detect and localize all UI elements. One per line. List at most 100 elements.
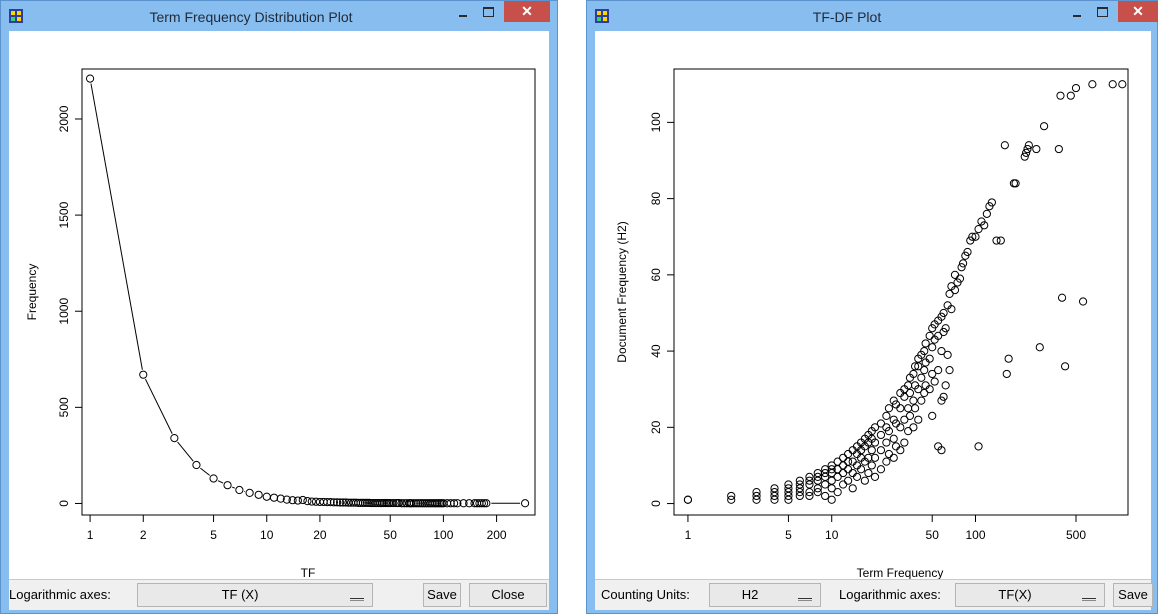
- data-point: [85, 74, 95, 83]
- log-axes-value: TF (X): [221, 587, 259, 602]
- data-point: [326, 498, 335, 507]
- y-tick-label: 0: [57, 500, 71, 507]
- data-point: [363, 498, 372, 507]
- series-line-segment: [217, 480, 224, 484]
- data-point: [945, 289, 954, 299]
- data-point: [963, 247, 972, 257]
- data-point: [407, 499, 416, 508]
- minimize-icon[interactable]: [449, 7, 479, 29]
- data-point: [416, 499, 425, 508]
- log-axes-label: Logarithmic axes:: [9, 587, 111, 602]
- data-point: [870, 423, 880, 432]
- save-button[interactable]: Save: [423, 583, 461, 607]
- data-point: [974, 225, 983, 234]
- data-point: [884, 404, 894, 413]
- data-point: [928, 411, 937, 420]
- series-line-segment: [200, 467, 210, 476]
- series-line-segment: [231, 486, 235, 489]
- data-point: [982, 209, 991, 218]
- x-tick-label: 100: [965, 528, 985, 542]
- data-point: [821, 491, 830, 501]
- data-point: [209, 474, 218, 483]
- data-point: [996, 236, 1005, 245]
- data-point: [917, 373, 926, 382]
- data-point: [1056, 91, 1065, 100]
- data-point: [864, 453, 873, 462]
- close-icon[interactable]: ✕: [1118, 1, 1158, 22]
- data-point: [303, 497, 312, 506]
- data-point: [827, 461, 836, 470]
- app-icon: [9, 9, 23, 23]
- data-point: [870, 438, 880, 447]
- data-point: [293, 496, 302, 505]
- title-bar[interactable]: TF-DF Plot ✕: [587, 1, 1158, 31]
- data-point: [884, 427, 894, 436]
- x-tick-label: 100: [433, 528, 453, 542]
- data-point: [896, 446, 905, 455]
- data-point: [867, 446, 876, 455]
- counting-units-dropdown[interactable]: H2: [709, 583, 821, 607]
- x-tick-label: 5: [210, 528, 217, 542]
- series-line-segment: [145, 378, 173, 434]
- data-point: [934, 331, 943, 340]
- data-point: [882, 457, 891, 466]
- data-point: [821, 468, 830, 478]
- data-point: [683, 495, 693, 504]
- x-axis-label: Term Frequency: [857, 566, 944, 579]
- data-point: [867, 461, 876, 470]
- data-point: [943, 350, 952, 359]
- dropdown-arrow-icon: [1082, 598, 1096, 601]
- x-tick-label: 2: [140, 528, 147, 542]
- data-point: [727, 491, 736, 501]
- data-point: [356, 498, 365, 507]
- maximize-icon[interactable]: [1089, 1, 1119, 23]
- maximize-icon[interactable]: [475, 1, 505, 23]
- data-point: [920, 366, 929, 375]
- close-icon[interactable]: ✕: [504, 1, 550, 22]
- data-point: [925, 385, 934, 394]
- y-axis-label: Document Frequency (H2): [615, 221, 629, 362]
- data-point: [928, 369, 937, 379]
- data-point: [1023, 144, 1032, 154]
- data-point: [446, 499, 455, 508]
- data-point: [1011, 179, 1020, 188]
- data-point: [254, 490, 263, 499]
- data-point: [795, 480, 804, 489]
- y-axis-label: Frequency: [25, 264, 39, 321]
- data-point: [870, 453, 880, 462]
- y-tick-label: 2000: [57, 105, 71, 132]
- log-axes-dropdown[interactable]: TF (X): [137, 583, 373, 607]
- data-point: [864, 468, 873, 478]
- data-point: [282, 495, 291, 504]
- y-tick-label: 100: [649, 112, 663, 132]
- data-point: [770, 484, 779, 493]
- data-point: [298, 495, 307, 505]
- data-point: [966, 236, 975, 245]
- data-point: [477, 499, 486, 508]
- data-point: [770, 488, 779, 497]
- y-tick-label: 1000: [57, 298, 71, 325]
- data-point: [848, 484, 857, 493]
- data-point: [941, 324, 950, 333]
- minimize-icon[interactable]: [1063, 7, 1093, 29]
- data-point: [896, 404, 905, 413]
- data-point: [939, 327, 948, 337]
- data-point: [941, 381, 950, 390]
- data-point: [917, 396, 926, 405]
- title-bar[interactable]: Term Frequency Distribution Plot ✕: [1, 1, 557, 31]
- data-point: [1066, 91, 1075, 100]
- x-axis-label: TF: [301, 566, 316, 579]
- data-point: [914, 415, 923, 424]
- data-point: [1024, 141, 1033, 150]
- x-tick-label: 5: [785, 528, 792, 542]
- y-tick-label: 40: [649, 344, 663, 358]
- log-axes-dropdown[interactable]: TF(X): [955, 583, 1105, 607]
- data-point: [827, 495, 836, 504]
- data-point: [1020, 152, 1029, 161]
- data-point: [876, 465, 886, 474]
- close-button[interactable]: Close: [469, 583, 547, 607]
- data-point: [921, 339, 930, 348]
- save-button[interactable]: Save: [1113, 583, 1153, 607]
- data-point: [1000, 141, 1009, 150]
